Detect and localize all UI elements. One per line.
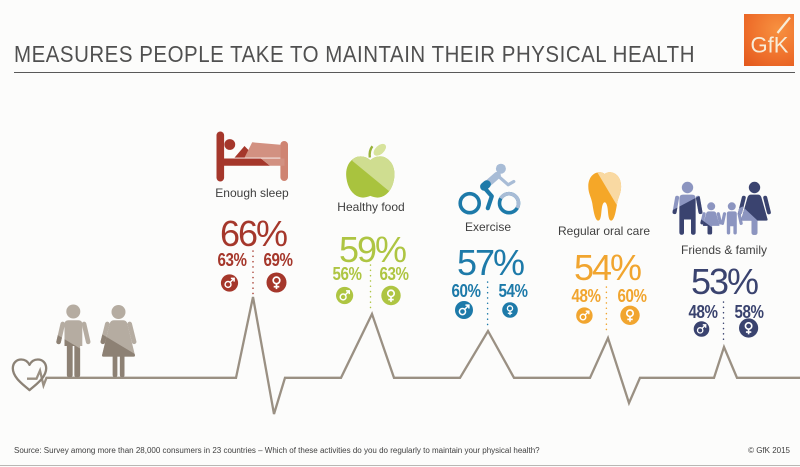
svg-text:GfK: GfK (751, 33, 789, 58)
